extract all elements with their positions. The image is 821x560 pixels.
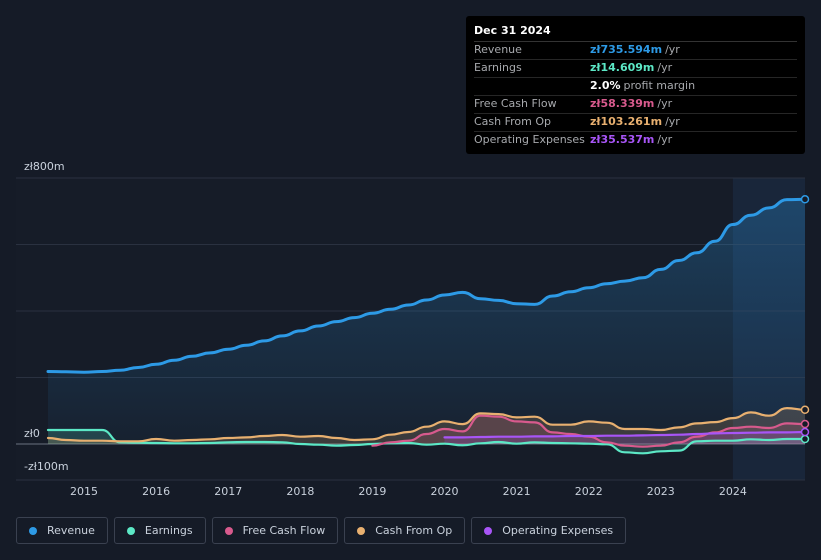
end-marker-earnings [800, 434, 810, 444]
tooltip-row-unit: profit margin [623, 79, 696, 92]
tooltip-row-label [474, 78, 590, 95]
x-tick-label: 2021 [503, 485, 531, 498]
y-tick-label: zł800m [24, 160, 65, 173]
legend-dot-icon [126, 526, 135, 535]
legend-label: Revenue [47, 524, 95, 537]
legend-dot-icon [224, 526, 233, 535]
tooltip-row: 2.0% profit margin [474, 78, 797, 96]
x-tick-label: 2020 [431, 485, 459, 498]
tooltip-row-value: zł735.594m [590, 43, 663, 56]
series-area-revenue [48, 199, 805, 444]
tooltip-row: Operating Expenses zł35.537m/yr [474, 132, 797, 149]
tooltip-row-value: zł58.339m [590, 97, 655, 110]
x-axis: 2015 2016 2017 2018 2019 2020 2021 2022 2023 2024 [70, 485, 747, 498]
chart-area: zł800m zł0 -zł100m 2015 2016 2017 2018 2019 202… [16, 160, 810, 498]
legend-label: Free Cash Flow [242, 524, 326, 537]
legend-item-free-cash-flow[interactable]: Free Cash Flow [211, 517, 339, 544]
end-marker-cash-from-op [800, 405, 810, 415]
legend-item-earnings[interactable]: Earnings [113, 517, 206, 544]
x-tick-label: 2017 [214, 485, 242, 498]
tooltip-row-label: Cash From Op [474, 115, 552, 128]
tooltip-row: Revenue zł735.594m/yr [474, 42, 797, 60]
end-marker-operating-expenses [800, 427, 810, 437]
legend-item-cash-from-op[interactable]: Cash From Op [344, 517, 466, 544]
tooltip-row-unit: /yr [657, 133, 673, 146]
legend-label: Cash From Op [375, 524, 453, 537]
x-tick-label: 2016 [142, 485, 170, 498]
legend-item-revenue[interactable]: Revenue [16, 517, 108, 544]
tooltip-row-value: zł103.261m [590, 115, 663, 128]
x-tick-label: 2023 [647, 485, 675, 498]
legend-item-operating-expenses[interactable]: Operating Expenses [471, 517, 627, 544]
end-markers [800, 195, 810, 444]
series-line-operating-expenses [443, 430, 807, 439]
tooltip-row: Cash From Op zł103.261m/yr [474, 114, 797, 132]
y-tick-label: -zł100m [24, 460, 69, 473]
tooltip-row-label: Operating Expenses [474, 133, 585, 146]
tooltip-row-unit: /yr [665, 43, 680, 56]
tooltip-row-value: zł14.609m [590, 61, 655, 74]
x-tick-label: 2015 [70, 485, 98, 498]
y-tick-label: zł0 [24, 427, 40, 440]
tooltip-row-unit: /yr [665, 115, 680, 128]
x-tick-label: 2024 [719, 485, 747, 498]
tooltip-row-unit: /yr [657, 61, 673, 74]
y-axis: zł800m zł0 -zł100m [24, 160, 69, 473]
x-tick-label: 2022 [575, 485, 603, 498]
tooltip-row-value: 2.0% [590, 79, 621, 92]
x-tick-label: 2019 [358, 485, 386, 498]
legend-dot-icon [484, 526, 493, 535]
chart-legend: Revenue Earnings Free Cash Flow Cash From O… [16, 517, 627, 544]
legend-label: Earnings [144, 524, 193, 537]
tooltip-row-label: Revenue [474, 43, 522, 56]
x-tick-label: 2018 [286, 485, 314, 498]
series-lines [46, 197, 807, 455]
legend-dot-icon [29, 526, 37, 535]
tooltip-row: Free Cash Flow zł58.339m/yr [474, 96, 797, 114]
tooltip-row: Earnings zł14.609m/yr [474, 60, 797, 78]
series-area-free-cash-flow [372, 415, 805, 447]
series-line-revenue [46, 197, 807, 374]
data-tooltip: Dec 31 2024 Revenue zł735.594m/yr Earnings… [466, 16, 805, 154]
series-line-cash-from-op [46, 407, 807, 443]
tooltip-row-unit: /yr [657, 97, 673, 110]
tooltip-row-label: Earnings [474, 61, 522, 74]
series-line-earnings [46, 428, 807, 455]
tooltip-date: Dec 31 2024 [474, 24, 797, 42]
legend-dot-icon [357, 526, 366, 535]
tooltip-row-label: Free Cash Flow [474, 97, 557, 110]
end-marker-free-cash-flow [800, 419, 810, 429]
tooltip-row-value: zł35.537m [590, 133, 655, 146]
legend-label: Operating Expenses [502, 524, 614, 537]
end-marker-revenue [800, 195, 810, 204]
